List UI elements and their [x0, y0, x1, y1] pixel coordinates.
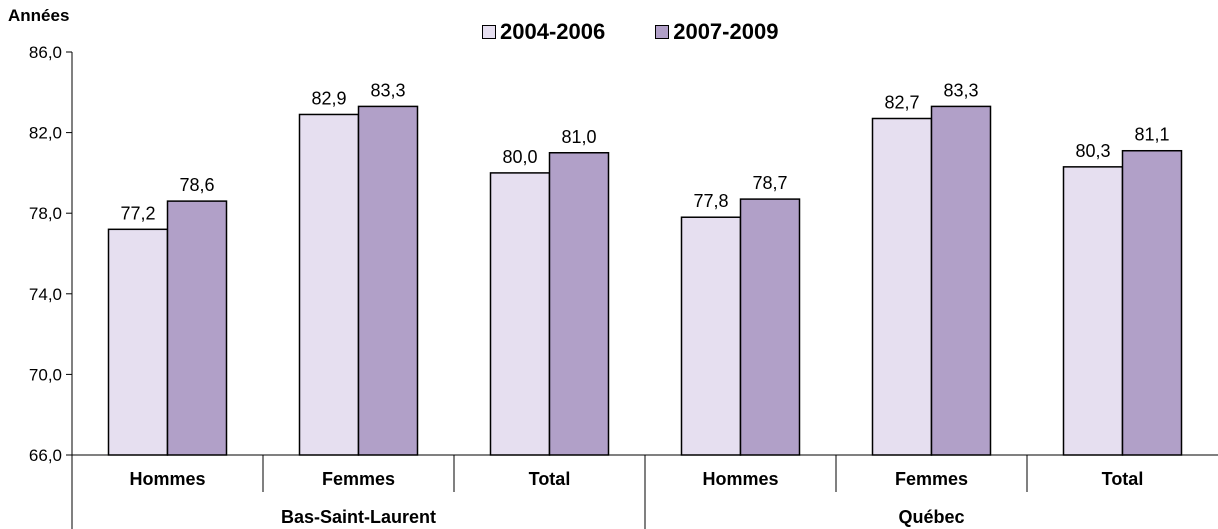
bar-2007-2009-hommes — [739, 198, 801, 456]
y-axis-label: Années — [8, 6, 70, 25]
legend-label-2007-2009: 2007-2009 — [673, 19, 779, 44]
category-label-hommes: Hommes — [702, 469, 778, 489]
group-label: Québec — [898, 507, 964, 527]
data-label: 78,6 — [179, 175, 214, 195]
data-label: 82,9 — [311, 88, 346, 108]
bar-2004-2006-femmes — [298, 113, 360, 456]
bar-2007-2009-hommes — [166, 200, 228, 456]
legend: 2004-2006 2007-2009 — [482, 19, 828, 45]
y-tick-label: 78,0 — [29, 204, 62, 223]
category-label-total: Total — [529, 469, 571, 489]
data-label: 77,2 — [120, 203, 155, 223]
legend-label-2004-2006: 2004-2006 — [500, 19, 606, 44]
bar-2004-2006-total — [1062, 166, 1124, 456]
legend-item-2004-2006: 2004-2006 — [482, 19, 605, 45]
group-label: Bas-Saint-Laurent — [281, 507, 436, 527]
bar-2004-2006-femmes — [871, 117, 933, 456]
category-label-femmes: Femmes — [895, 469, 968, 489]
y-tick-label: 86,0 — [29, 43, 62, 62]
data-label: 81,0 — [561, 127, 596, 147]
data-label: 80,0 — [502, 147, 537, 167]
data-label: 82,7 — [884, 92, 919, 112]
legend-item-2007-2009: 2007-2009 — [655, 19, 778, 45]
bar-2007-2009-total — [548, 152, 610, 456]
category-label-total: Total — [1102, 469, 1144, 489]
bar-2007-2009-total — [1121, 149, 1183, 456]
data-label: 77,8 — [693, 191, 728, 211]
category-label-femmes: Femmes — [322, 469, 395, 489]
bar-2004-2006-total — [489, 172, 551, 456]
bar-2007-2009-femmes — [357, 105, 419, 456]
data-label: 80,3 — [1075, 141, 1110, 161]
data-label: 83,3 — [943, 80, 978, 100]
y-tick-label: 66,0 — [29, 446, 62, 465]
legend-swatch-2007-2009 — [655, 25, 670, 39]
bar-2004-2006-hommes — [680, 216, 742, 456]
y-tick-label: 82,0 — [29, 124, 62, 143]
bar-2007-2009-femmes — [930, 105, 992, 456]
bar-2004-2006-hommes — [107, 228, 169, 456]
y-tick-label: 70,0 — [29, 365, 62, 384]
legend-swatch-2004-2006 — [482, 25, 496, 39]
data-label: 81,1 — [1134, 125, 1169, 145]
data-label: 78,7 — [752, 173, 787, 193]
category-label-hommes: Hommes — [129, 469, 205, 489]
y-tick-label: 74,0 — [29, 285, 62, 304]
data-label: 83,3 — [370, 80, 405, 100]
